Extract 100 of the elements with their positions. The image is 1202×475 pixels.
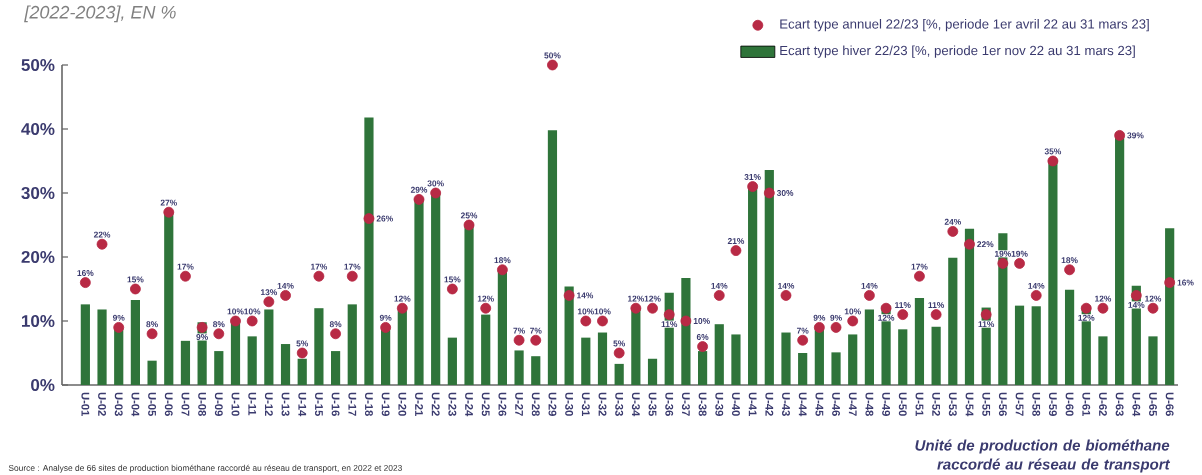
data-label: 17%: [911, 263, 928, 270]
x-tick-label: U-22: [431, 392, 440, 416]
x-tick-label: U-65: [1149, 392, 1157, 416]
bar: [948, 257, 958, 385]
x-tick-label: U-48: [865, 392, 874, 416]
bar: [714, 324, 724, 385]
data-label: 9%: [830, 314, 842, 321]
data-label: 10%: [577, 308, 594, 315]
x-tick-label: U-42: [765, 392, 774, 416]
x-tick-label: U-49: [882, 392, 891, 416]
x-tick-label: U-44: [798, 392, 807, 417]
x-tick-label: U-38: [698, 392, 707, 416]
x-tick-label: U-40: [731, 392, 740, 416]
x-tick-label: U-34: [631, 392, 640, 417]
bar: [347, 304, 357, 385]
bar: [447, 337, 457, 385]
bar: [781, 332, 791, 385]
bar: [180, 340, 191, 385]
data-label: 16%: [77, 270, 94, 277]
x-tick-label: U-05: [148, 392, 157, 416]
data-label: 29%: [410, 186, 428, 193]
data-label: 12%: [627, 295, 645, 302]
x-tick-label: U-25: [481, 392, 490, 416]
data-label: 24%: [944, 218, 961, 225]
bar: [531, 356, 541, 385]
x-tick-label: U-10: [231, 392, 240, 416]
x-tick-label: U-26: [498, 392, 507, 416]
x-tick-label: U-12: [264, 392, 273, 416]
data-label: 25%: [460, 212, 478, 219]
x-tick-label: U-24: [465, 392, 473, 417]
data-label: 15%: [127, 276, 144, 283]
data-label: 7%: [513, 327, 525, 334]
x-tick-label: U-52: [932, 392, 941, 416]
bar: [848, 334, 858, 385]
bar: [731, 334, 741, 385]
y-tick-label: 30%: [21, 186, 55, 200]
data-label: 12%: [1078, 314, 1095, 321]
bar: [1165, 228, 1175, 385]
data-label: 14%: [778, 282, 795, 289]
x-tick-label: U-58: [1032, 392, 1041, 416]
x-tick-label: U-45: [815, 392, 824, 416]
x-tick-label: U-30: [565, 392, 574, 416]
x-tick-label: U-21: [415, 392, 423, 416]
bar: [1031, 306, 1041, 385]
bar: [597, 332, 608, 385]
y-tick-label: 50%: [21, 58, 55, 72]
x-tick-label: U-07: [181, 392, 190, 416]
x-tick-label: U-13: [281, 392, 290, 416]
data-label: 14%: [861, 282, 878, 289]
data-label: 11%: [895, 302, 911, 308]
x-tick-label: U-62: [1098, 392, 1107, 416]
bar: [547, 130, 558, 385]
x-tick-label: U-03: [114, 392, 123, 416]
data-label: 12%: [1145, 295, 1162, 302]
bar: [614, 363, 624, 385]
data-label: 19%: [1011, 250, 1028, 257]
x-tick-label: U-06: [164, 392, 173, 416]
x-tick-label: U-64: [1132, 392, 1141, 417]
bar: [364, 117, 374, 385]
x-tick-label: U-55: [982, 392, 991, 416]
x-tick-label: U-57: [1015, 392, 1024, 416]
x-tick-label: U-18: [364, 392, 373, 416]
data-label: 9%: [379, 314, 392, 321]
data-label: 11%: [928, 302, 945, 308]
x-tick-label: U-04: [131, 392, 140, 417]
data-label: 39%: [1127, 132, 1144, 139]
x-axis-title: Unité de production de biométhane raccordé au réseau de transport: [915, 439, 1171, 473]
x-tick-label: U-66: [1165, 392, 1174, 416]
x-tick-label: U-56: [998, 392, 1007, 416]
bar: [681, 278, 691, 385]
x-tick-label: U-50: [898, 392, 907, 416]
bar: [130, 299, 140, 385]
data-label: 17%: [311, 263, 328, 270]
bar: [1064, 289, 1075, 385]
x-tick-label: U-36: [665, 392, 674, 416]
bar: [80, 304, 90, 385]
data-label: 14%: [1128, 302, 1145, 308]
data-label: 16%: [1177, 279, 1194, 286]
data-label: 18%: [1061, 257, 1078, 264]
x-tick-label: U-33: [615, 392, 624, 416]
x-tick-label: U-43: [782, 392, 790, 416]
bar: [97, 309, 107, 385]
data-label: 9%: [196, 333, 208, 340]
x-tick-label: U-08: [198, 392, 207, 416]
data-label: 11%: [661, 321, 678, 328]
data-label: 7%: [530, 327, 542, 334]
data-label: 15%: [444, 276, 461, 283]
bar: [247, 336, 257, 385]
data-label: 14%: [577, 292, 594, 299]
data-label: 14%: [277, 282, 294, 289]
data-label: 12%: [878, 314, 895, 321]
bar: [514, 350, 524, 385]
x-tick-label: U-14: [298, 392, 307, 417]
chart-title: [2022-2023], EN %: [24, 5, 176, 23]
data-label: 12%: [394, 295, 411, 302]
x-tick-label: U-29: [548, 392, 557, 416]
bar: [581, 337, 591, 385]
x-tick-label: U-61: [1082, 392, 1091, 416]
bar: [314, 308, 324, 385]
data-label: 18%: [494, 257, 511, 264]
